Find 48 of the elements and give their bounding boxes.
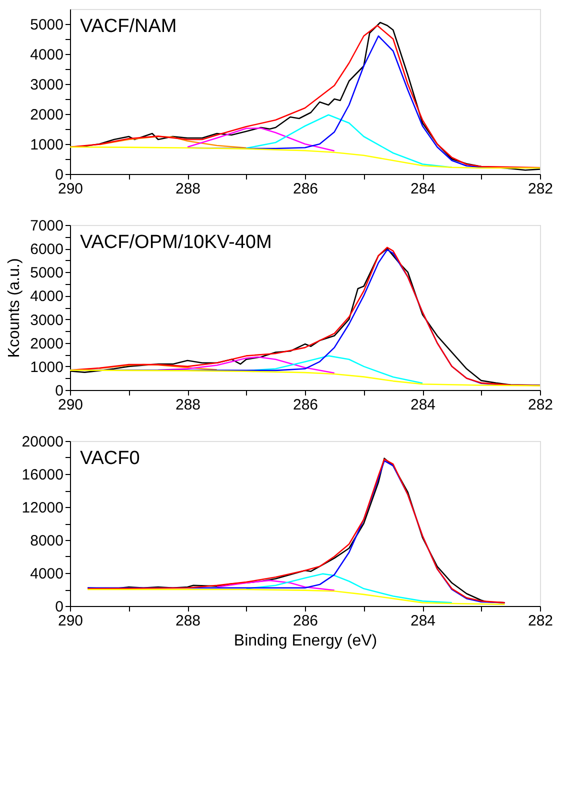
x-tick-label: 284 (410, 180, 436, 198)
y-tick-label: 4000 (30, 46, 64, 64)
line-series (98, 136, 247, 149)
x-tick-label: 284 (410, 396, 436, 414)
x-tick-label: 282 (528, 180, 554, 198)
chart-title: VACF/OPM/10KV-40M (80, 232, 272, 253)
y-tick-label: 20000 (22, 434, 64, 450)
y-tick-label: 12000 (22, 500, 64, 516)
x-tick-label: 282 (528, 396, 554, 414)
y-tick-label: 6000 (30, 241, 64, 258)
x-tick-label: 282 (528, 612, 554, 630)
line-series (86, 588, 506, 605)
x-tick-label: 290 (58, 396, 84, 414)
y-tick-label: 5000 (30, 264, 64, 282)
y-tick-label: 2000 (30, 106, 64, 124)
y-tick-label: 1000 (30, 358, 64, 376)
x-axis-title: Binding Energy (eV) (234, 632, 378, 650)
x-tick-label: 288 (175, 180, 201, 198)
line-series (216, 580, 336, 591)
y-tick-label: 16000 (22, 466, 64, 484)
line-series (246, 573, 453, 604)
y-tick-label: 5000 (30, 16, 64, 34)
x-tick-label: 290 (58, 180, 84, 198)
y-tick-label: 1000 (30, 136, 64, 154)
x-tick-label: 288 (175, 612, 201, 630)
y-tick-label: 4000 (30, 566, 64, 582)
y-tick-label: 3000 (30, 76, 64, 94)
chart-title: VACF/NAM (80, 16, 177, 37)
x-tick-label: 286 (292, 396, 318, 414)
y-tick-label: 0 (55, 598, 64, 616)
y-axis-title: Kcounts (a.u.) (6, 258, 24, 358)
x-tick-label: 288 (175, 396, 201, 414)
line-series (70, 146, 540, 169)
y-tick-label: 2000 (30, 335, 64, 352)
y-tick-label: 3000 (30, 312, 64, 329)
y-tick-label: 7000 (30, 218, 64, 234)
x-tick-label: 290 (58, 612, 84, 630)
x-tick-label: 286 (292, 180, 318, 198)
y-tick-label: 0 (55, 382, 64, 400)
y-tick-label: 4000 (30, 288, 64, 306)
x-tick-label: 286 (292, 612, 318, 630)
line-series (70, 370, 540, 386)
y-tick-label: 8000 (30, 532, 64, 550)
line-series (157, 356, 336, 374)
x-tick-label: 284 (410, 612, 436, 630)
y-tick-label: 0 (55, 166, 64, 184)
line-series (186, 127, 336, 152)
chart-title: VACF0 (80, 448, 140, 469)
